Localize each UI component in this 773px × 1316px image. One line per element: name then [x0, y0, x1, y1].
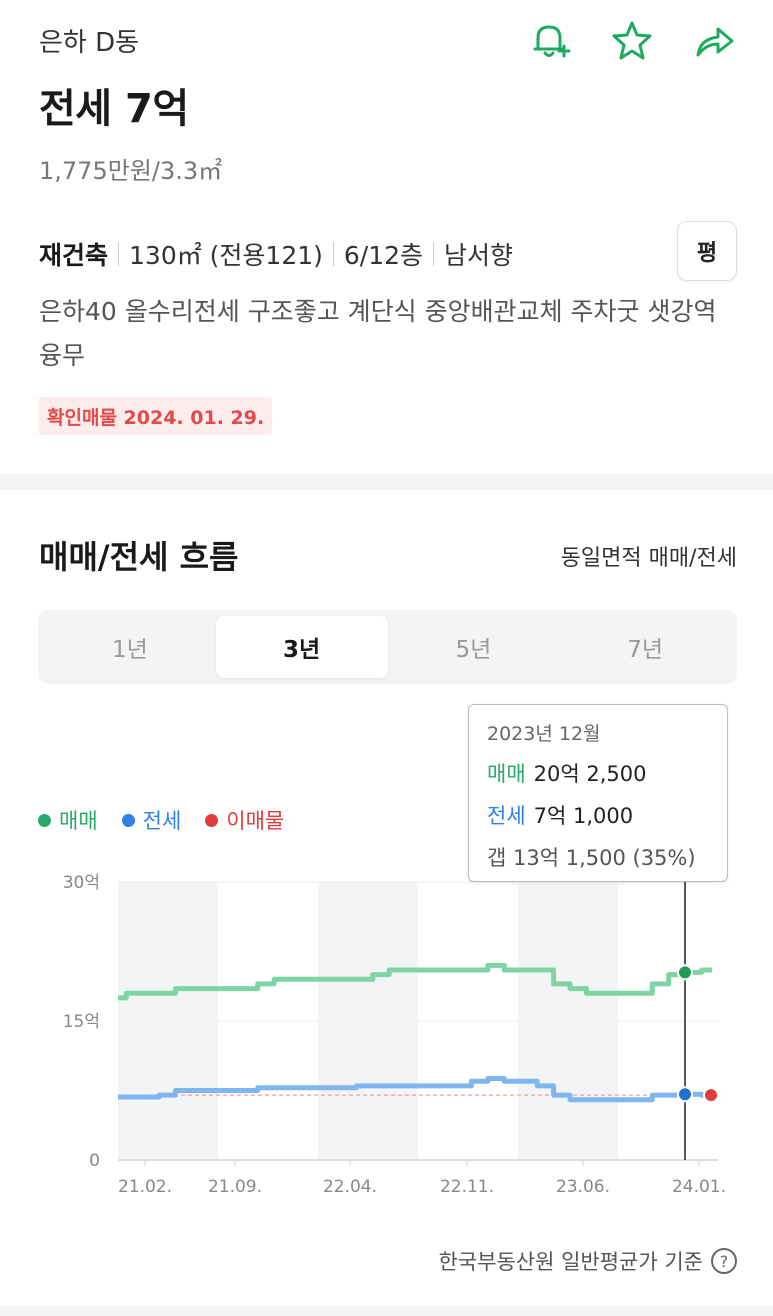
divider	[332, 242, 334, 266]
unit-price: 1,775만원/3.3㎡	[39, 157, 223, 185]
legend-dot	[205, 813, 219, 827]
legend-label: 전세	[142, 809, 182, 833]
legend-listing: 이매물	[205, 805, 284, 835]
price-flow-section: 매매/전세 흐름 동일면적 매매/전세 1년 3년 5년 7년 매매 전세 이매…	[0, 490, 773, 1306]
direction: 남서향	[444, 241, 514, 270]
section-title: 매매/전세 흐름	[39, 538, 239, 576]
tab-5-year[interactable]: 5년	[455, 637, 492, 663]
jeonse-series-line	[118, 1075, 712, 1103]
x-tick-label: 21.09.	[208, 1177, 262, 1197]
complex-name: 은하 D동	[39, 28, 140, 58]
same-area-link[interactable]: 동일면적 매매/전세	[560, 546, 737, 571]
divider	[118, 242, 120, 266]
confirmed-listing-badge: 확인매물 2024. 01. 29.	[39, 397, 273, 435]
section-divider	[0, 474, 773, 490]
building-type: 재건축	[39, 241, 109, 270]
listing-summary: 은하 D동 전세 7억 1,775만원/3.3㎡ 재건축 130㎡ (전	[0, 0, 773, 474]
price-chart[interactable]: 30억 15억 0 21.02. 21.09. 22.04. 22.11. 23.06. 24.…	[0, 860, 773, 1200]
tab-7-year[interactable]: 7년	[627, 637, 664, 663]
share-icon[interactable]	[691, 18, 737, 64]
x-tick-label: 21.02.	[118, 1177, 172, 1197]
legend-jeonse: 전세	[121, 805, 182, 835]
tooltip-jeonse: 전세 7억 1,000	[487, 800, 709, 830]
period-tabs: 1년 3년 5년 7년	[38, 610, 737, 684]
tab-1-year[interactable]: 1년	[111, 637, 148, 663]
x-tick-label: 22.04.	[323, 1177, 377, 1197]
area: 130㎡ (전용121)	[129, 241, 323, 270]
listing-point	[703, 1087, 719, 1104]
legend-dot	[121, 813, 135, 827]
tooltip-gap: 갭 13억 1,500 (35%)	[487, 846, 696, 870]
spec-row: 재건축 130㎡ (전용121) 6/12층 남서향	[39, 236, 513, 272]
y-tick-label: 30억	[63, 873, 100, 893]
legend-label: 이매물	[226, 809, 285, 833]
price-title: 전세 7억	[39, 86, 189, 132]
source-note-text: 한국부동산원 일반평균가 기준	[438, 1250, 703, 1274]
x-tick-label: 23.06.	[556, 1177, 610, 1197]
listing-description: 은하40 올수리전세 구조좋고 계단식 중앙배관교체 주차굿 샛강역 융무	[39, 297, 717, 370]
legend-dot	[38, 813, 51, 827]
bottom-divider	[0, 1306, 773, 1316]
chart-tooltip: 2023년 12월 매매 20억 2,500 전세 7억 1,000 갭 13억 1…	[468, 704, 728, 882]
tab-3-year[interactable]: 3년	[215, 616, 388, 678]
tooltip-sale: 매매 20억 2,500	[487, 758, 709, 788]
action-icons	[527, 18, 737, 64]
bell-plus-icon[interactable]	[527, 18, 573, 64]
pyeong-toggle-button[interactable]: 평	[677, 221, 737, 281]
jeonse-highlight-point	[677, 1086, 693, 1103]
tooltip-date: 2023년 12월	[487, 723, 601, 745]
chart-legend: 매매 전세 이매물	[38, 805, 284, 835]
legend-sale: 매매	[38, 805, 98, 835]
x-tick-label: 22.11.	[440, 1177, 494, 1197]
tooltip-sale-label: 매매	[487, 762, 526, 786]
tooltip-sale-value: 20억 2,500	[533, 762, 647, 786]
tooltip-jeonse-label: 전세	[487, 804, 526, 828]
y-tick-label: 0	[89, 1151, 100, 1171]
legend-label: 매매	[59, 809, 98, 833]
tooltip-jeonse-value: 7억 1,000	[533, 804, 634, 828]
y-tick-label: 15억	[63, 1012, 100, 1032]
sale-series-line	[118, 962, 712, 1001]
star-icon[interactable]	[609, 18, 655, 64]
x-tick-label: 24.01.	[672, 1177, 726, 1197]
source-note: 한국부동산원 일반평균가 기준 ?	[438, 1246, 737, 1276]
divider	[433, 242, 435, 266]
floor: 6/12층	[343, 241, 424, 270]
question-icon[interactable]: ?	[711, 1248, 737, 1274]
sale-highlight-point	[677, 964, 693, 981]
